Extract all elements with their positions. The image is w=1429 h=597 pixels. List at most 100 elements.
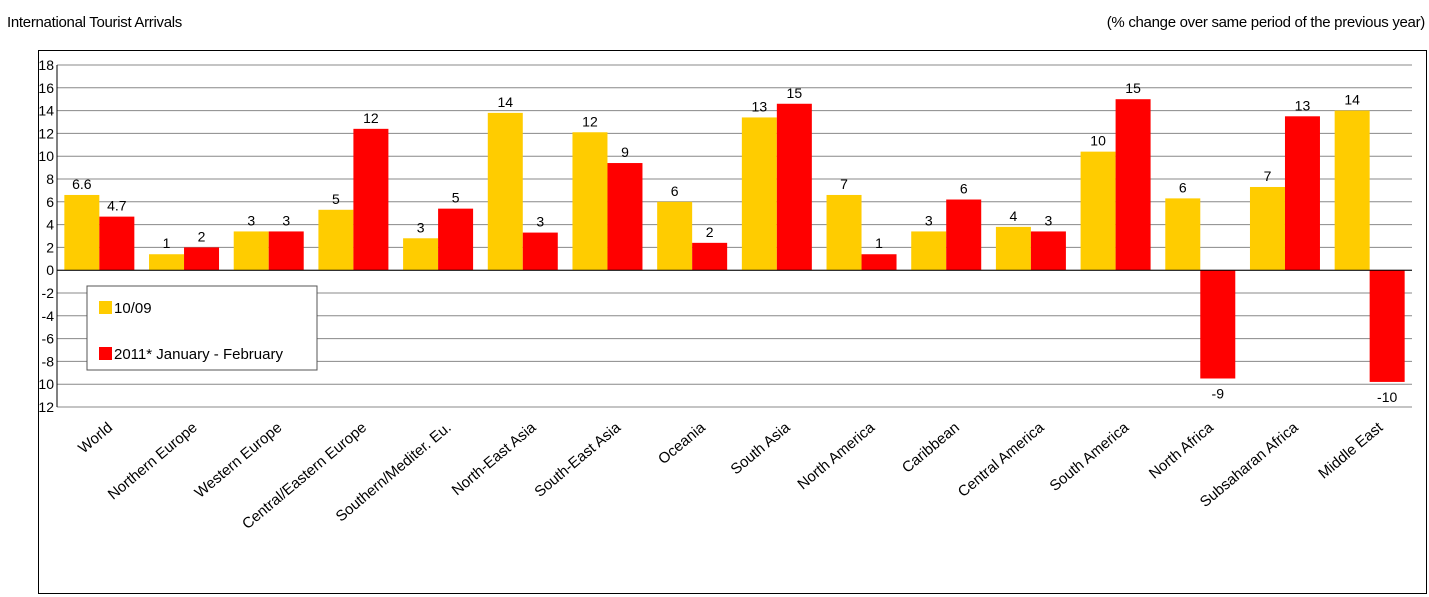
x-tick-label: North America [794,419,878,494]
data-label: -9 [1212,386,1225,402]
data-label: 7 [840,176,848,192]
y-tick-label: 4 [46,217,54,233]
legend-box [86,285,318,371]
bar [911,231,947,271]
bar [233,231,269,271]
bar [946,199,982,271]
bar [99,216,135,271]
x-tick-label: World [75,419,116,457]
bar [184,247,220,271]
y-tick-label: 0 [46,262,54,278]
data-label: 15 [787,85,803,101]
y-tick-label: 16 [39,80,54,96]
data-label: 3 [282,212,290,228]
bar [572,132,608,271]
bar [692,242,728,271]
bar [438,208,474,271]
bar [1030,231,1066,271]
data-label: 6.6 [72,176,92,192]
x-tick-label: Central America [955,419,1048,501]
y-tick-label: 18 [39,57,54,73]
bar [149,254,185,271]
data-label: 4.7 [107,198,127,214]
bar [318,209,354,271]
legend-label: 10/09 [114,300,152,317]
bar [1200,270,1236,379]
x-tick-label: South-East Asia [531,419,624,501]
bar [64,194,100,271]
bar [1115,99,1151,271]
y-tick-label: -8 [42,353,55,369]
bar [1080,151,1116,271]
data-label: 13 [1295,97,1311,113]
bar [353,128,389,271]
y-tick-label: -2 [42,285,55,301]
data-label: 2 [198,228,206,244]
bar [487,112,523,271]
data-label: 4 [1010,208,1018,224]
data-label: -10 [1377,389,1397,405]
y-tick-label: 2 [46,239,54,255]
y-tick-label: 10 [39,148,54,164]
data-label: 10 [1090,133,1106,149]
data-label: 3 [536,214,544,230]
data-label: 5 [332,191,340,207]
bar [1369,270,1405,382]
x-tick-label: Oceania [655,419,709,468]
data-label: 2 [706,224,714,240]
data-label: 14 [1344,92,1360,108]
data-label: 6 [960,181,968,197]
y-tick-label: 6 [46,194,54,210]
data-label: 9 [621,144,629,160]
data-label: 6 [671,183,679,199]
data-label: 3 [925,212,933,228]
data-label: 14 [497,94,513,110]
bar [1165,198,1201,271]
data-label: 6 [1179,179,1187,195]
legend-swatch [99,347,112,360]
x-tick-label: North Africa [1146,419,1217,483]
bar [1284,116,1320,271]
x-tick-label: South America [1047,419,1133,495]
data-label: 7 [1264,168,1272,184]
y-tick-label: 12 [39,125,54,141]
chart-title: International Tourist Arrivals [7,14,182,31]
x-tick-label: Caribbean [899,419,963,477]
y-tick-label: -6 [42,331,55,347]
bar [657,201,693,271]
data-label: 12 [582,113,598,129]
data-label: 5 [452,190,460,206]
x-tick-label: Western Europe [192,419,286,502]
data-label: 1 [163,235,171,251]
data-label: 1 [875,235,883,251]
data-label: 13 [752,98,768,114]
y-tick-label: -10 [39,376,54,392]
y-tick-label: 14 [39,103,54,119]
bar [741,117,777,271]
x-tick-label: North-East Asia [449,419,540,499]
data-label: 3 [417,219,425,235]
bar [776,103,812,271]
x-tick-label: Northern Europe [105,419,201,503]
bar [268,231,304,271]
y-tick-label: -4 [42,308,55,324]
data-label: 3 [1045,212,1053,228]
bar [1334,110,1370,271]
y-tick-label: 8 [46,171,54,187]
chart-frame: 181614121086420-2-4-6-8-10-126.613531412… [38,50,1427,594]
bar [522,232,558,271]
legend-swatch [99,301,112,314]
data-label: 12 [363,110,379,126]
bar [826,194,862,271]
bar [403,238,439,271]
bar [1249,186,1285,271]
data-label: 15 [1125,80,1141,96]
data-label: 3 [247,212,255,228]
bar [995,226,1031,271]
legend-label: 2011* January - February [114,346,283,363]
bar [861,254,897,271]
bar-chart: 181614121086420-2-4-6-8-10-126.613531412… [39,57,1412,533]
bar [607,163,643,271]
chart-subtitle: (% change over same period of the previo… [1106,14,1426,31]
x-tick-label: South Asia [728,419,794,479]
